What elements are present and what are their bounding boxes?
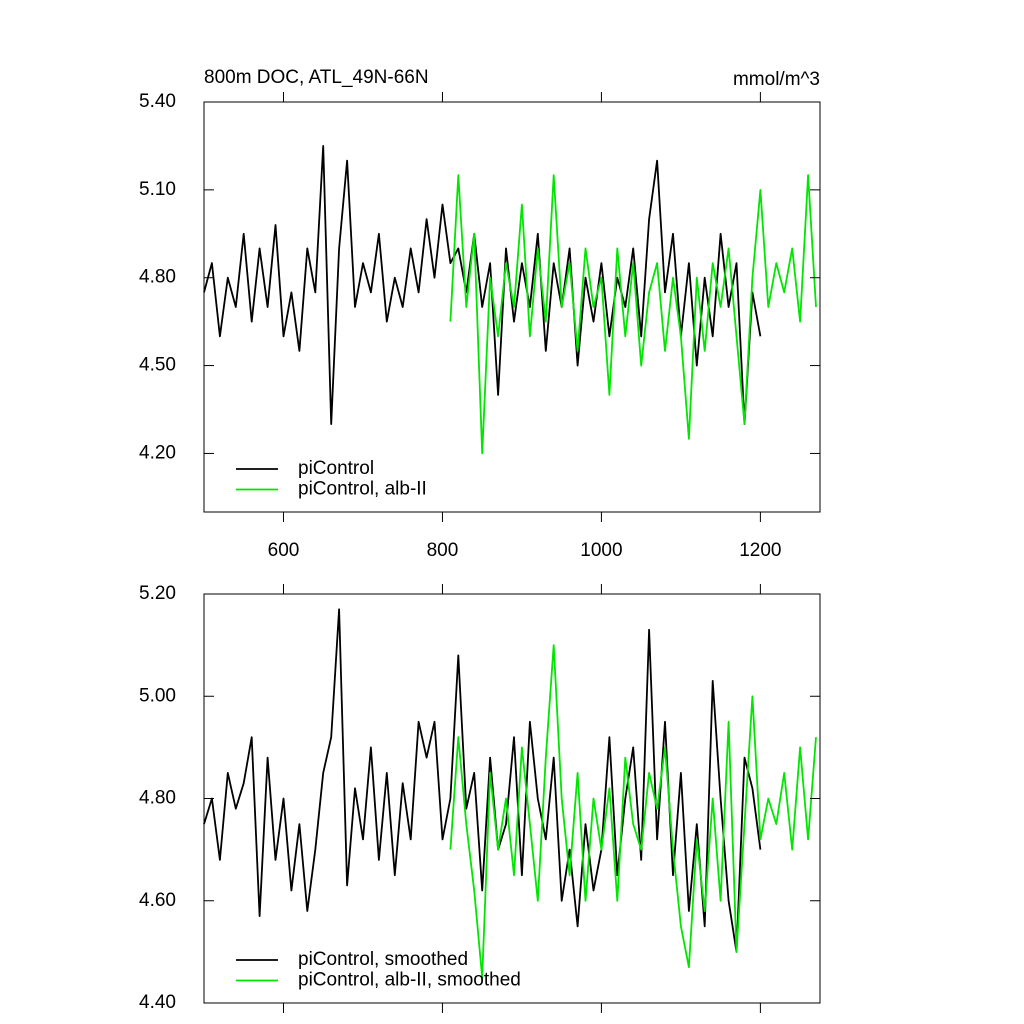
y-tick-label: 4.40 [139, 992, 176, 1013]
chart-title: 800m DOC, ATL_49N-66N [204, 67, 429, 88]
series-line [203, 608, 762, 953]
series-line [449, 174, 817, 455]
legend-label: piControl, alb-II [298, 479, 427, 500]
y-tick-label: 4.20 [139, 442, 176, 463]
x-tick-label: 800 [427, 540, 459, 561]
series-line [449, 644, 817, 979]
legend-label: piControl [298, 458, 374, 479]
x-tick-label: 600 [268, 540, 300, 561]
legend-label: piControl, smoothed [298, 949, 468, 970]
y-tick-label: 4.80 [139, 267, 176, 288]
y-tick-label: 5.00 [139, 685, 176, 706]
y-tick-label: 4.50 [139, 355, 176, 376]
y-tick-label: 4.60 [139, 890, 176, 911]
y-tick-label: 4.80 [139, 788, 176, 809]
x-tick-label: 1200 [739, 540, 781, 561]
series-line [203, 145, 762, 425]
legend-label: piControl, alb-II, smoothed [298, 970, 521, 991]
y-tick-label: 5.10 [139, 179, 176, 200]
plot-frame [203, 593, 821, 1004]
y-tick-label: 5.40 [139, 91, 176, 112]
plot-frame [203, 101, 821, 513]
x-tick-label: 1000 [580, 540, 622, 561]
units-label: mmol/m^3 [733, 69, 820, 90]
y-tick-label: 5.20 [139, 583, 176, 604]
